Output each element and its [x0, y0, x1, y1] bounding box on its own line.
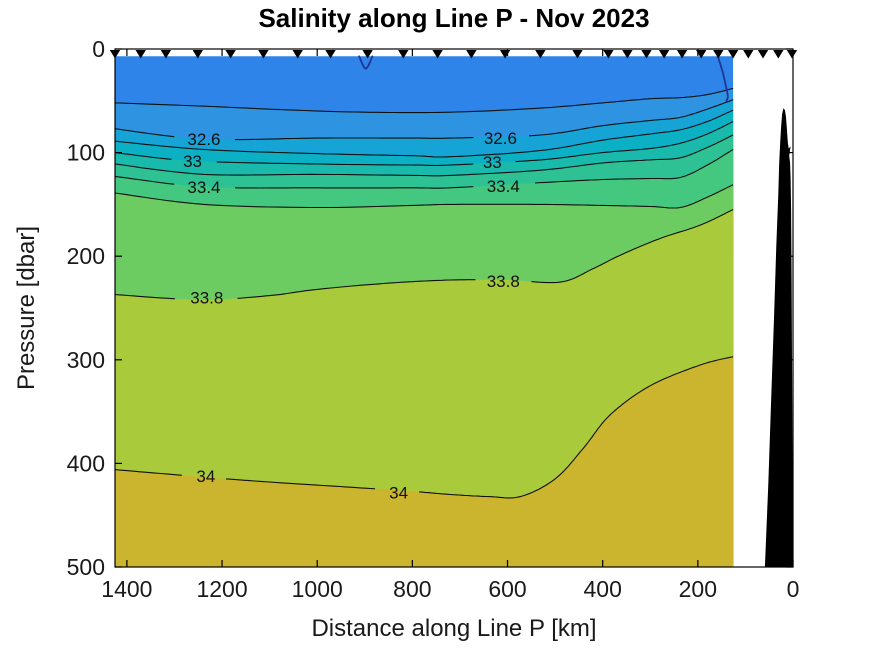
x-axis-label: Distance along Line P [km]	[311, 615, 597, 642]
contour-label-33: 33	[183, 152, 202, 171]
contour-line-33.2	[114, 134, 734, 177]
chart-title: Salinity along Line P - Nov 2023	[258, 3, 650, 33]
contour-label-33: 33	[483, 153, 502, 172]
station-marker	[658, 50, 670, 59]
station-marker	[160, 50, 172, 59]
y-tick-label: 500	[67, 554, 105, 580]
contour-line-33.4	[235, 186, 474, 189]
station-marker	[535, 50, 546, 59]
contour-label-34: 34	[389, 483, 408, 502]
contour-label-33.8: 33.8	[487, 272, 520, 291]
contour-label-33.4: 33.4	[187, 178, 220, 197]
coastal-bathymetry	[764, 108, 793, 567]
y-tick-label: 300	[67, 347, 105, 373]
contour-line-34	[114, 469, 182, 476]
contour-line-32.6	[528, 99, 734, 137]
station-marker	[743, 50, 754, 59]
station-marker	[572, 50, 583, 59]
y-tick-label: 200	[67, 243, 105, 269]
contour-line-33	[515, 120, 734, 163]
station-marker	[713, 50, 724, 59]
station-marker	[362, 50, 373, 59]
contour-line-32.8	[114, 109, 734, 158]
station-marker	[622, 50, 633, 59]
station-marker	[641, 50, 652, 59]
x-tick-label: 0	[787, 576, 800, 602]
contour-line-33	[114, 152, 172, 160]
contour-line-33	[216, 161, 474, 167]
contour-line-33.8	[531, 209, 734, 284]
y-tick-label: 100	[67, 140, 105, 166]
x-tick-label: 1200	[196, 576, 247, 602]
contour-line-33.8	[114, 293, 175, 300]
x-tick-label: 1400	[101, 576, 152, 602]
contour-line-33.6	[114, 184, 734, 209]
station-marker	[398, 50, 409, 59]
contour-label-34: 34	[196, 467, 215, 486]
y-tick-label: 0	[92, 36, 105, 62]
contour-label-33.4: 33.4	[487, 177, 520, 196]
y-tick-label: 400	[67, 450, 105, 476]
fresh-hook-near-coast-contour	[716, 55, 729, 102]
station-marker	[292, 50, 303, 59]
station-marker	[432, 50, 443, 59]
station-marker	[325, 50, 336, 59]
contour-label-33.8: 33.8	[190, 289, 223, 308]
x-tick-label: 200	[679, 576, 717, 602]
contour-line-32.6	[114, 128, 175, 138]
station-marker	[135, 50, 146, 59]
station-marker	[192, 50, 203, 59]
contour-line-32.6	[235, 137, 474, 141]
fresh-dip-contour	[358, 55, 374, 70]
station-marker	[786, 50, 798, 59]
contour-label-32.6: 32.6	[187, 130, 220, 149]
x-tick-label: 600	[488, 576, 526, 602]
station-marker	[727, 50, 739, 59]
contour-line-33.4	[535, 149, 734, 184]
contour-label-32.6: 32.6	[484, 129, 517, 148]
contour-band-below-34	[115, 356, 734, 567]
station-marker	[258, 50, 269, 59]
contour-line-32.4	[114, 87, 734, 114]
contour-line-33.8	[237, 279, 476, 299]
x-tick-label: 400	[583, 576, 621, 602]
contour-line-34	[225, 478, 376, 490]
station-marker	[773, 50, 784, 59]
station-marker	[676, 50, 688, 59]
station-marker	[225, 50, 236, 59]
station-marker	[603, 50, 614, 59]
station-marker	[757, 50, 769, 59]
axis-box	[114, 48, 794, 568]
x-tick-label: 800	[393, 576, 431, 602]
station-marker	[466, 50, 477, 59]
contour-line-34	[419, 356, 734, 499]
contour-line-33.4	[114, 175, 175, 185]
station-marker	[696, 50, 707, 59]
x-tick-label: 1000	[292, 576, 343, 602]
